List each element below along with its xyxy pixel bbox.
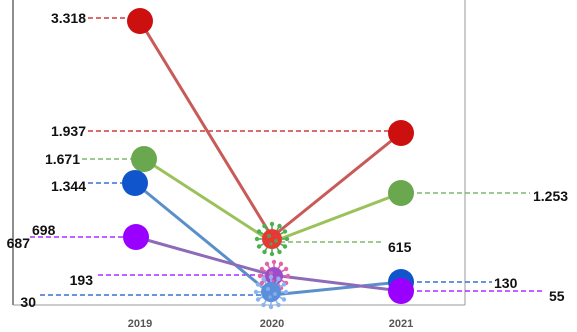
series-3-point-0 xyxy=(123,224,149,250)
series-3-label-1: 193 xyxy=(70,272,94,288)
series-1-label-0: 1.671 xyxy=(45,151,80,167)
series-1-label-2: 1.253 xyxy=(533,188,568,204)
series-0-line xyxy=(138,19,403,239)
virus-icon-red xyxy=(254,221,290,257)
series-0-label-2: 1.937 xyxy=(51,123,86,139)
series-2-label-2: 130 xyxy=(494,275,518,291)
data-markers xyxy=(122,8,414,304)
x-tick-2019: 2019 xyxy=(128,318,152,330)
series-3-point-2 xyxy=(388,278,414,304)
series-2-label-0: 1.344 xyxy=(51,178,86,194)
series-0-label-0: 3.318 xyxy=(51,10,86,26)
series-3-label-2: 55 xyxy=(549,288,565,304)
series-0-point-2 xyxy=(388,120,414,146)
x-tick-labels: 2019 2020 2021 xyxy=(128,318,413,330)
series-1-point-2 xyxy=(388,180,414,206)
series-2-point-0 xyxy=(122,170,148,196)
series-2-label-1: 30 xyxy=(20,294,36,310)
series-1-point-0 xyxy=(131,146,157,172)
x-tick-2021: 2021 xyxy=(389,318,413,330)
series-0-point-0 xyxy=(127,8,153,34)
virus-icons xyxy=(253,221,291,310)
virus-icon-blue xyxy=(253,274,289,310)
axes xyxy=(12,0,466,306)
extra-label-0: 698 xyxy=(32,222,56,238)
x-tick-2020: 2020 xyxy=(260,318,284,330)
series-1-label-1: 615 xyxy=(388,239,412,255)
data-labels: 3.318 1.937 1.671 615 1.253 1.344 30 130 687 193 5… xyxy=(7,10,569,310)
series-lines xyxy=(133,19,403,297)
series-3-label-0: 687 xyxy=(7,235,31,251)
